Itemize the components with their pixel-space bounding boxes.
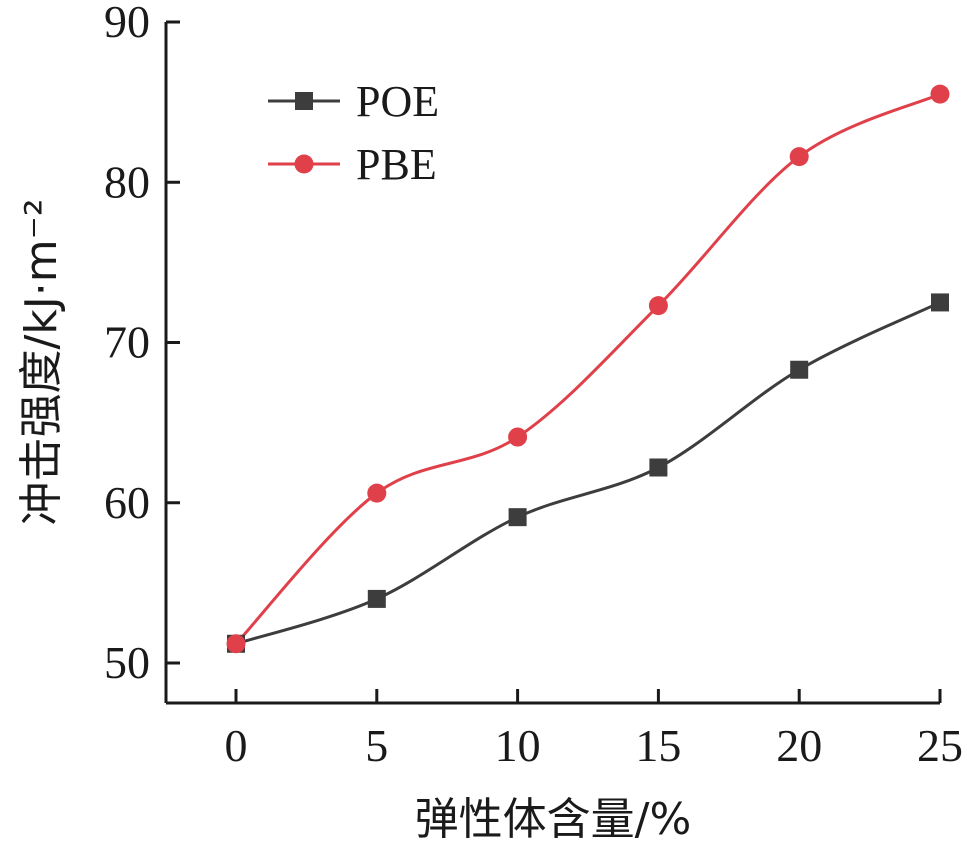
series-group	[226, 84, 950, 654]
y-tick-label-2: 70	[104, 317, 150, 368]
y-tick-label-0: 50	[104, 637, 150, 688]
point-poe-4	[790, 360, 809, 379]
x-tick-label-4: 20	[776, 720, 822, 771]
point-poe-5	[931, 293, 949, 312]
x-axis-title: 弹性体含量/%	[415, 794, 692, 844]
x-tick-label-2: 10	[495, 720, 541, 771]
point-poe-3	[649, 458, 668, 477]
x-tick-label-1: 5	[365, 720, 388, 771]
y-tick-label-3: 80	[104, 156, 150, 207]
legend-marker-poe	[295, 92, 313, 110]
point-pbe-1	[367, 483, 387, 503]
x-tick-label-3: 15	[635, 720, 681, 771]
point-poe-2	[508, 508, 527, 527]
y-tick-label-4: 90	[104, 0, 150, 47]
series-line-poe	[235, 301, 941, 646]
x-tick-label-0: 0	[225, 720, 248, 771]
x-tick-label-5: 25	[917, 720, 963, 771]
series-line-pbe	[234, 92, 941, 645]
point-pbe-5	[930, 84, 950, 104]
legend-marker-pbe	[294, 154, 314, 174]
ticks: 50 60 70 80 90 0 5 10 15 20 25	[104, 0, 963, 771]
point-pbe-2	[508, 427, 528, 447]
y-tick-label-1: 60	[104, 477, 150, 528]
legend: POE PBE	[268, 77, 439, 189]
axes	[164, 22, 940, 705]
legend-label-poe: POE	[356, 77, 439, 126]
point-pbe-3	[648, 296, 668, 316]
point-poe-1	[367, 589, 386, 608]
point-pbe-4	[789, 147, 809, 167]
legend-label-pbe: PBE	[356, 140, 437, 189]
point-pbe-0	[226, 634, 246, 654]
y-axis-title: 冲击强度/kJ·m⁻²	[16, 199, 67, 526]
